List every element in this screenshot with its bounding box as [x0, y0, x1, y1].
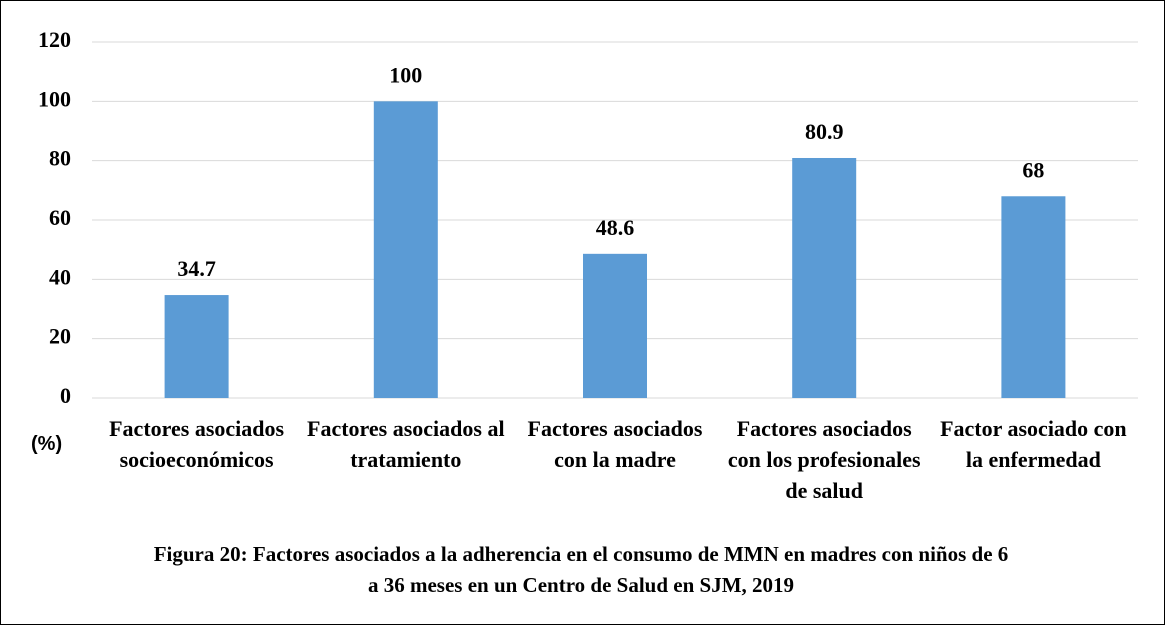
data-label: 34.7	[177, 256, 216, 281]
y-tick-label: 100	[38, 86, 71, 111]
data-label: 100	[389, 62, 422, 87]
y-tick-label: 40	[49, 264, 71, 289]
x-tick-label: Factores asociados socioeconómicos	[109, 416, 285, 472]
y-axis-label: (%)	[31, 433, 63, 455]
y-tick-label: 20	[49, 324, 71, 349]
bar	[583, 253, 647, 398]
bar	[373, 101, 438, 398]
x-tick-label: Factores asociados al tratamiento	[307, 416, 505, 472]
data-label: 68	[1022, 157, 1044, 182]
y-tick-label: 0	[60, 383, 71, 408]
y-tick-label: 60	[49, 205, 71, 230]
x-tick-label: Factor asociado con la enfermedad	[940, 416, 1127, 472]
data-label: 48.6	[596, 215, 635, 240]
bar	[1001, 196, 1066, 398]
chart-title: Figura 20: Factores asociados a la adher…	[153, 542, 1009, 597]
y-tick-label: 80	[49, 146, 71, 171]
x-tick-label: Factores asociados con los profesionales…	[727, 416, 921, 503]
bar	[792, 157, 857, 398]
bar	[164, 295, 229, 398]
x-tick-label: Factores asociados con la madre	[527, 416, 703, 472]
data-label: 80.9	[805, 119, 844, 144]
y-tick-label: 120	[38, 27, 71, 52]
